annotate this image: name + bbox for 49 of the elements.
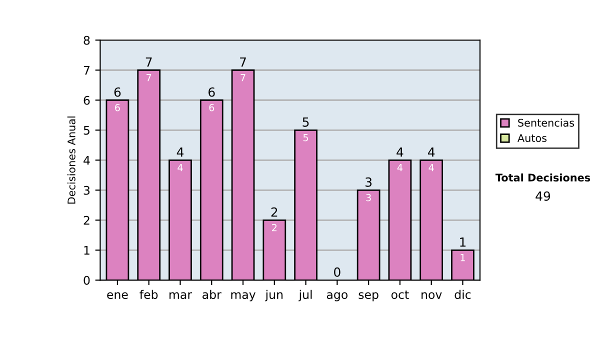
data-label: 7 (240, 74, 246, 82)
legend-label: Sentencias (518, 118, 574, 127)
total-label: 5 (302, 118, 309, 127)
data-label: 1 (460, 254, 465, 262)
x-tick-label: oct (391, 290, 409, 300)
data-label: 6 (209, 104, 214, 112)
data-label: 2 (272, 224, 277, 232)
x-tick-label: mar (170, 292, 192, 300)
total-label: 6 (114, 87, 121, 97)
data-label: 4 (397, 164, 403, 172)
y-tick-label: 4 (84, 156, 90, 165)
total-label: 4 (428, 148, 435, 157)
x-tick-label: feb (140, 290, 158, 300)
x-tick-label: jun (265, 290, 283, 302)
total-label: 7 (240, 58, 246, 67)
x-tick-label: abr (202, 290, 222, 300)
y-axis-title: Decisiones Anual (67, 116, 76, 204)
x-tick-label: ago (326, 292, 348, 302)
y-tick-label: 3 (84, 186, 90, 195)
total-label: 6 (208, 87, 215, 97)
total-label: 0 (334, 267, 340, 277)
total-label: 1 (460, 238, 466, 247)
legend-label: Autos (518, 134, 547, 142)
x-tick-label: may (231, 292, 256, 302)
x-tick-label: nov (422, 292, 442, 300)
data-label: 7 (146, 74, 152, 82)
y-tick-label: 0 (84, 276, 90, 285)
data-label: 4 (428, 164, 434, 172)
x-tick-label: sep (358, 292, 378, 302)
total-label: 4 (396, 148, 404, 157)
data-label: 3 (366, 194, 371, 202)
total-label: 7 (146, 58, 152, 67)
x-tick-label: dic (454, 290, 471, 300)
y-tick-label: 5 (84, 126, 90, 135)
y-tick-label: 8 (84, 36, 90, 45)
data-label: 4 (178, 164, 183, 172)
total-label: 2 (271, 207, 278, 217)
y-tick-label: 2 (84, 216, 90, 225)
data-label: 6 (115, 104, 120, 112)
y-tick-label: 1 (84, 246, 90, 255)
x-tick-label: ene (107, 292, 128, 300)
text: Total Decisiones (495, 173, 590, 182)
y-tick-label: 6 (84, 96, 90, 105)
x-tick-label: jul (298, 290, 312, 302)
y-tick-label: 7 (84, 66, 90, 75)
total-label: 4 (176, 148, 184, 157)
text: 49 (536, 191, 550, 201)
total-label: 3 (366, 177, 372, 187)
data-label: 5 (303, 134, 308, 142)
